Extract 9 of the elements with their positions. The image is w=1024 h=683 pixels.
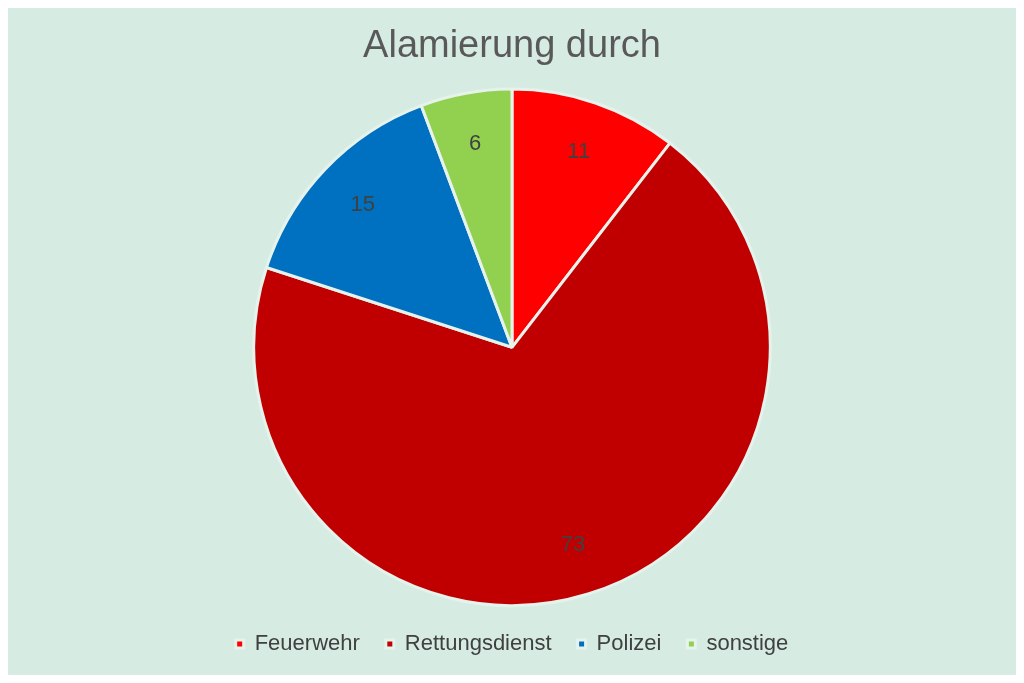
legend-label: Rettungsdienst xyxy=(404,630,552,656)
legend-label: Feuerwehr xyxy=(254,630,360,656)
data-label: 15 xyxy=(350,190,375,216)
data-label: 11 xyxy=(567,137,591,163)
legend-label: sonstige xyxy=(706,630,789,656)
chart-title: Alamierung durch xyxy=(363,23,661,66)
legend-label: Polizei xyxy=(596,630,662,656)
data-label: 6 xyxy=(468,130,482,156)
data-label: 73 xyxy=(560,530,586,556)
